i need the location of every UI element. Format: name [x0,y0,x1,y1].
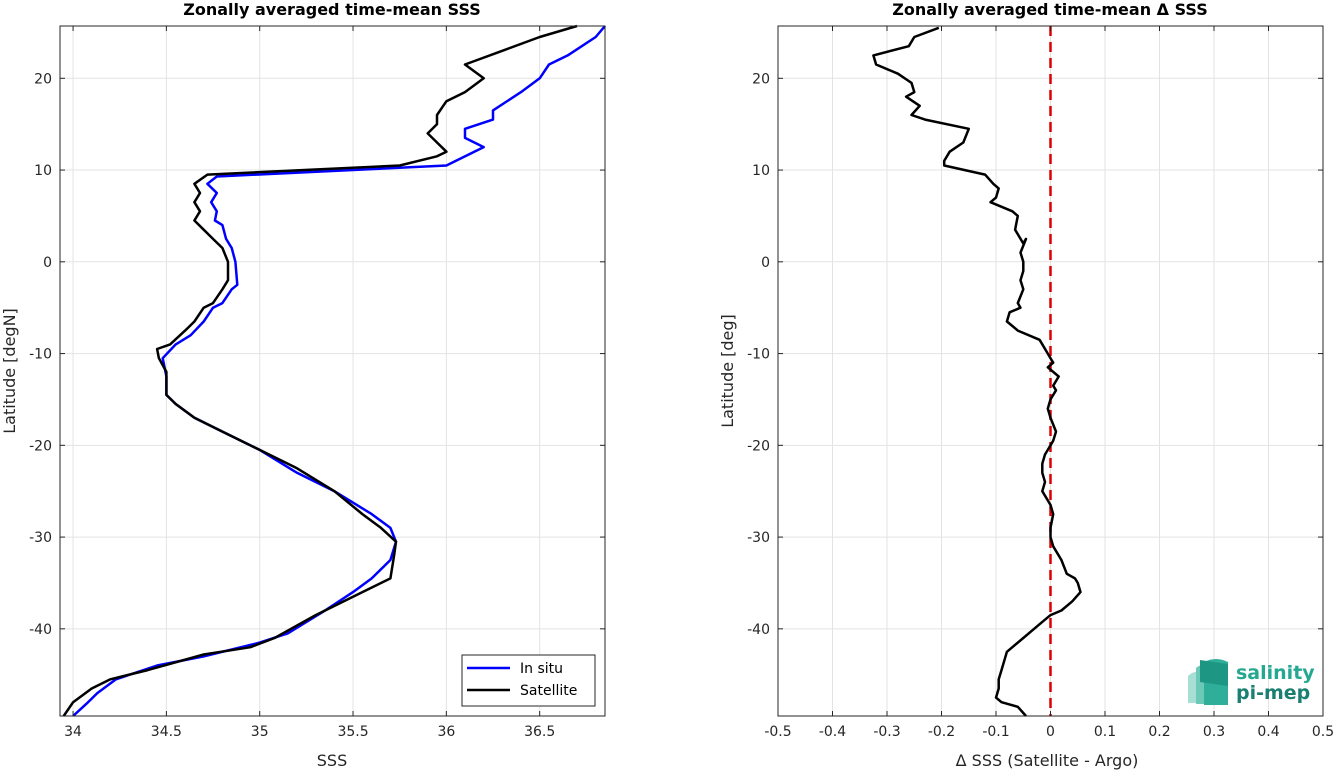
right-x-tick-label: 0 [1046,724,1055,740]
left-y-ticks: -40 -30 -20 -10 0 10 20 [29,71,605,638]
left-x-ticks: 34 34.5 35 35.5 36 36.5 [64,26,555,740]
series-line-satellite [62,24,578,717]
chart-sss: 34 34.5 35 35.5 36 36.5 -40 -30 -20 -10 0 10 20 Zon… [0,0,606,770]
left-x-tick-label: 34 [64,724,82,740]
right-x-tick-label: -0.2 [928,724,955,740]
logo-wave-icon [1188,659,1228,705]
right-x-tick-label: -0.4 [819,724,846,740]
left-series [62,24,606,717]
right-series [872,26,1082,717]
right-x-tick-label: -0.1 [982,724,1009,740]
right-y-tick-label: -40 [747,622,770,638]
right-x-axis-label: Δ SSS (Satellite - Argo) [956,751,1139,770]
right-x-tick-label: 0.3 [1203,724,1225,740]
right-y-tick-label: 20 [752,71,770,87]
right-x-ticks: -0.5 -0.4 -0.3 -0.2 -0.1 0 0.1 0.2 0.3 0.4 0.5 [764,26,1334,740]
left-chart-title: Zonally averaged time-mean SSS [183,0,481,19]
right-x-tick-label: -0.5 [764,724,791,740]
right-y-tick-label: 0 [761,255,770,271]
left-y-axis-label: Latitude [degN] [0,308,19,434]
left-axes-box [59,25,606,717]
legend: In situ Satellite [461,654,596,707]
right-y-tick-label: 10 [752,163,770,179]
right-x-tick-label: 0.1 [1094,724,1116,740]
left-y-tick-label: 20 [34,71,52,87]
right-y-axis-label: Latitude [deg] [718,314,737,428]
logo-text-line1: salinity [1236,662,1315,684]
salinity-pi-mep-logo: salinity pi-mep [1188,659,1315,705]
right-y-ticks: -40 -30 -20 -10 0 10 20 [747,71,1323,638]
right-x-tick-label: 0.2 [1148,724,1170,740]
legend-box [461,654,596,707]
chart-delta-sss: -0.5 -0.4 -0.3 -0.2 -0.1 0 0.1 0.2 0.3 0.4 0.5 -40… [718,0,1334,770]
left-x-axis-label: SSS [317,751,347,770]
left-y-tick-label: -10 [29,347,52,363]
right-chart-title: Zonally averaged time-mean Δ SSS [892,0,1208,19]
left-x-tick-label: 35.5 [337,724,368,740]
left-y-tick-label: -20 [29,438,52,454]
left-x-tick-label: 36.5 [524,724,555,740]
legend-label-satellite: Satellite [520,683,577,699]
right-x-tick-label: -0.3 [873,724,900,740]
right-x-tick-label: 0.4 [1257,724,1279,740]
left-y-tick-label: -30 [29,530,52,546]
left-x-tick-label: 35 [251,724,269,740]
left-y-tick-label: -40 [29,622,52,638]
left-x-tick-label: 34.5 [151,724,182,740]
logo-text-line2: pi-mep [1236,682,1310,704]
right-y-tick-label: -30 [747,530,770,546]
left-x-tick-label: 36 [437,724,455,740]
left-y-tick-label: 0 [43,255,52,271]
series-line-in-situ [72,25,606,717]
left-grid [60,26,605,716]
left-y-tick-label: 10 [34,163,52,179]
right-y-tick-label: -10 [747,347,770,363]
legend-label-in-situ: In situ [520,661,563,677]
right-x-tick-label: 0.5 [1312,724,1334,740]
right-y-tick-label: -20 [747,438,770,454]
series-line-delta-sss [872,26,1082,717]
